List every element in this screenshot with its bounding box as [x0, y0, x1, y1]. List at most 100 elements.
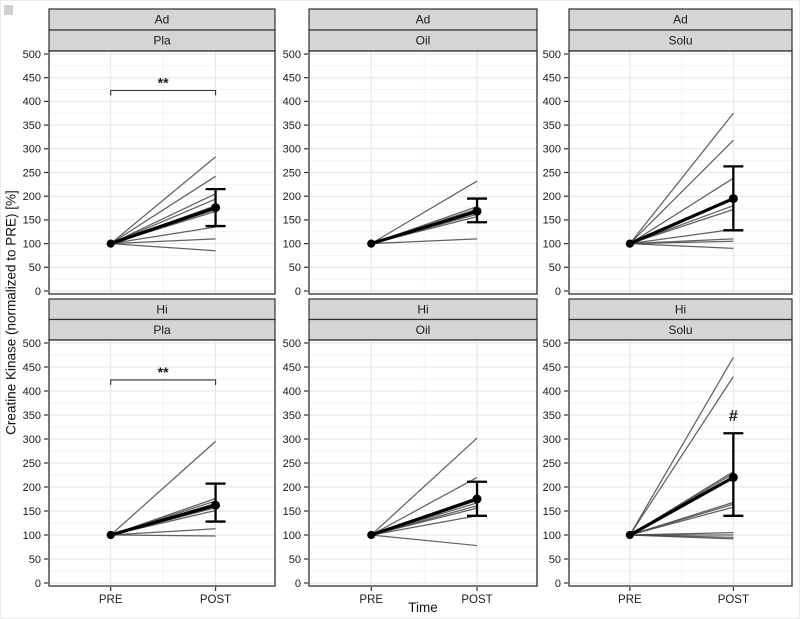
facet-strip-label: Hi [675, 302, 686, 316]
individual-line [629, 240, 734, 245]
y-tick-label: 100 [543, 530, 561, 542]
y-tick-label: 100 [543, 238, 561, 250]
y-tick-label: 150 [23, 506, 41, 518]
y-tick-label: 350 [543, 410, 561, 422]
y-tick-label: 50 [289, 262, 301, 274]
individual-line [110, 528, 216, 536]
y-tick-label: 300 [543, 144, 561, 156]
significance-bracket [110, 89, 217, 96]
x-tick-label: POST [200, 594, 231, 606]
mean-point-post [728, 472, 738, 482]
mean-line [629, 476, 735, 537]
y-tick-label: 300 [23, 144, 41, 156]
y-tick-label: 450 [543, 73, 561, 85]
significance-label: ** [158, 74, 169, 90]
mean-line [110, 503, 216, 537]
y-tick-label: 200 [283, 191, 301, 203]
significance-label: ** [158, 364, 169, 380]
facet-strip-label: Pla [153, 34, 171, 48]
x-tick-label: POST [718, 594, 749, 606]
mean-point-pre [106, 530, 115, 540]
individual-line [370, 476, 478, 536]
significance-label: # [729, 408, 738, 425]
mean-point-post [472, 206, 482, 216]
facet-strip-label: Oil [416, 34, 431, 48]
y-tick-label: 100 [283, 530, 301, 542]
y-tick-label: 200 [543, 191, 561, 203]
y-axis-title: Creatine Kinase (normalized to PRE) [%] [3, 190, 19, 435]
y-tick-label: 50 [29, 262, 41, 274]
individual-line [629, 534, 734, 540]
individual-line [371, 534, 478, 547]
y-tick-label: 450 [23, 73, 41, 85]
individual-line [629, 357, 734, 536]
mean-point-post [211, 500, 221, 510]
mean-point-post [211, 203, 221, 213]
y-tick-label: 350 [543, 120, 561, 132]
individual-line [629, 228, 734, 245]
individual-line [110, 156, 216, 245]
panel-border [48, 50, 276, 295]
y-tick-label: 400 [23, 386, 41, 398]
y-tick-label: 450 [543, 362, 561, 374]
significance-bracket [110, 379, 217, 385]
individual-line [110, 175, 216, 245]
y-tick-label: 0 [555, 578, 561, 590]
y-tick-label: 250 [23, 167, 41, 179]
y-tick-label: 250 [23, 458, 41, 470]
x-tick-label: PRE [359, 594, 383, 606]
individual-line [110, 226, 216, 245]
y-tick-label: 150 [283, 506, 301, 518]
y-tick-label: 0 [35, 286, 41, 298]
y-tick-label: 400 [283, 386, 301, 398]
x-tick-label: PRE [618, 594, 642, 606]
individual-line [371, 238, 478, 245]
mean-point-post [728, 194, 738, 204]
y-tick-label: 400 [23, 96, 41, 108]
mean-point-pre [367, 239, 376, 248]
mean-point-pre [367, 530, 376, 540]
y-tick-label: 100 [23, 530, 41, 542]
y-tick-label: 50 [29, 554, 41, 566]
individual-line [110, 193, 216, 245]
individual-line [110, 534, 216, 537]
y-tick-label: 100 [283, 238, 301, 250]
individual-line [370, 180, 478, 245]
facet-strip-label: Oil [416, 323, 431, 337]
panel-border [48, 339, 276, 587]
x-tick-label: PRE [99, 594, 123, 606]
mean-point-post [472, 494, 482, 504]
panel-border [568, 50, 793, 295]
individual-line [629, 376, 734, 536]
y-tick-label: 500 [543, 338, 561, 350]
facet-strip-label: Solu [668, 323, 692, 337]
y-tick-label: 50 [549, 554, 561, 566]
mean-line [110, 206, 217, 246]
y-tick-label: 50 [549, 262, 561, 274]
y-tick-label: 200 [23, 482, 41, 494]
y-tick-label: 250 [283, 167, 301, 179]
individual-line [629, 139, 734, 245]
y-tick-label: 500 [23, 338, 41, 350]
y-tick-label: 300 [283, 144, 301, 156]
mean-line [370, 209, 478, 246]
y-tick-label: 250 [283, 458, 301, 470]
x-tick-label: POST [461, 594, 492, 606]
y-tick-label: 450 [283, 73, 301, 85]
facet-strip-label: Ad [155, 13, 170, 27]
panel-border [308, 339, 538, 587]
facet-strip-label: Hi [417, 302, 428, 316]
y-tick-label: 150 [283, 215, 301, 227]
individual-line [629, 112, 734, 244]
individual-line [110, 440, 216, 536]
y-tick-label: 300 [23, 434, 41, 446]
individual-line [629, 242, 734, 249]
facet-strip-label: Ad [416, 13, 431, 27]
y-tick-label: 350 [23, 410, 41, 422]
y-tick-label: 400 [543, 96, 561, 108]
y-tick-label: 450 [23, 362, 41, 374]
scan-artifact [4, 5, 13, 15]
individual-line [110, 238, 216, 245]
y-tick-label: 500 [283, 338, 301, 350]
